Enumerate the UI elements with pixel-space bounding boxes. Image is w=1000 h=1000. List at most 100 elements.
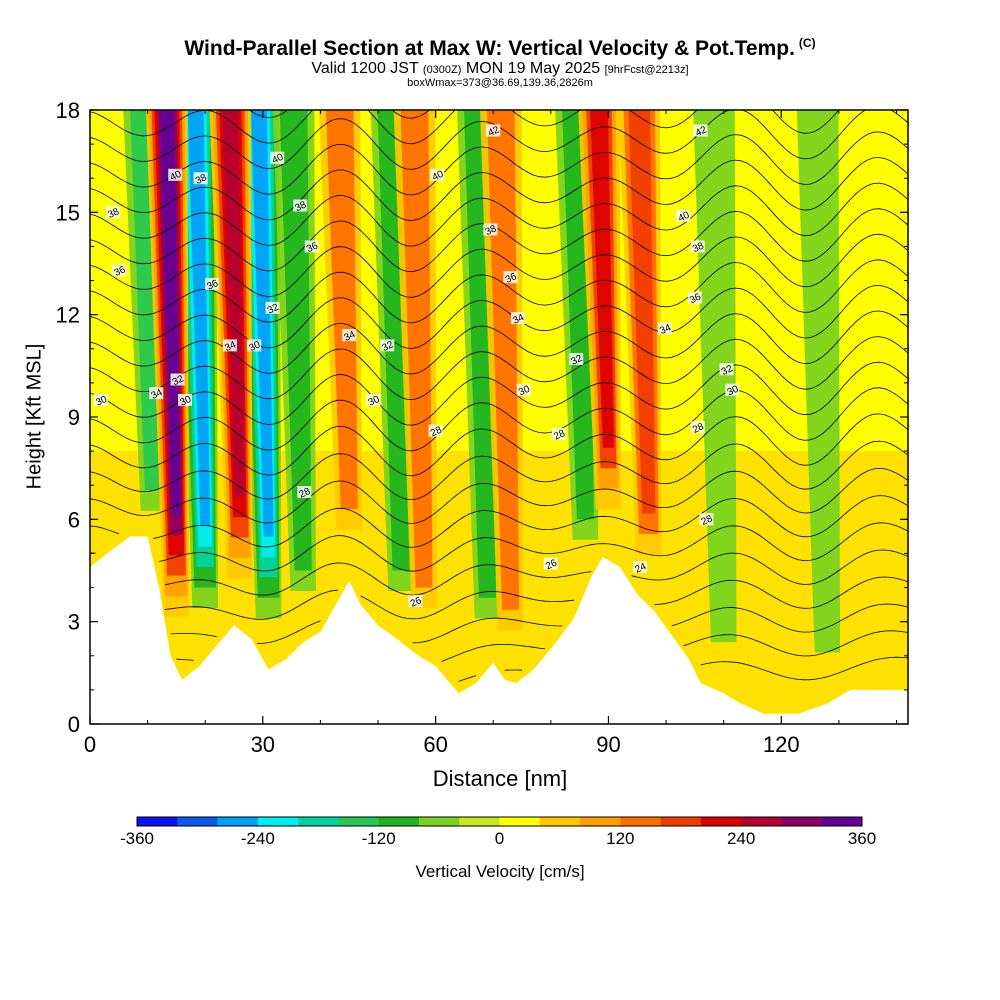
theta-contour-line: [90, 467, 908, 524]
theta-contour-line: [90, 413, 908, 477]
contour-label: 32: [171, 373, 186, 388]
colorbar-swatch: [539, 817, 581, 826]
updraft-band-3-level-1: [400, 110, 433, 588]
updraft-band-2-level-1: [325, 110, 358, 510]
x-tick-label: 90: [596, 732, 620, 757]
contour-label-box: [168, 168, 183, 181]
contour-label: 30: [178, 394, 193, 409]
theta-contour-line: [90, 440, 908, 501]
contour-label-group: 32: [265, 302, 281, 317]
contour-label-group: 42: [486, 124, 502, 139]
contour-label: 38: [194, 172, 209, 187]
contour-label-box: [690, 240, 705, 253]
contour-label-group: 42: [693, 124, 709, 139]
y-tick-label: 18: [56, 98, 80, 123]
updraft-band-5-level-3: [590, 110, 614, 448]
contour-label-group: 26: [543, 557, 559, 572]
y-tick-label: 6: [68, 507, 80, 532]
x-tick-label: 0: [84, 732, 96, 757]
contour-label-group: 24: [633, 561, 649, 576]
y-tick-label: 3: [68, 610, 80, 635]
theta-contour-line: [90, 182, 908, 247]
colorbar-swatch: [257, 817, 299, 826]
theta-contour-line: [164, 549, 908, 596]
theta-contour-line: [90, 495, 908, 548]
contour-label-box: [380, 339, 395, 352]
contour-label: 38: [691, 240, 706, 255]
colorbar: -360 -240 -120 0 120 240 360: [120, 816, 876, 848]
contour-label-group: 32: [569, 353, 585, 368]
contour-label: 32: [381, 339, 396, 354]
contour-label: 36: [205, 278, 220, 293]
contour-label-group: 32: [719, 363, 735, 378]
y-axis-label: Height [Kft MSL]: [23, 343, 46, 490]
colorbar-swatch: [338, 817, 379, 826]
contour-label-group: 36: [687, 291, 703, 306]
contour-label-group: 36: [112, 264, 128, 279]
colorbar-swatch: [580, 817, 621, 826]
contour-label-box: [93, 393, 108, 406]
chart-subtitle-box: boxWmax=373@36.69,139.36,2826m: [407, 77, 593, 89]
contour-label: 40: [169, 169, 184, 184]
subtitle-valid: Valid 1200 JST: [311, 60, 419, 77]
contour-label-group: 32: [380, 339, 396, 354]
colorbar-swatch: [660, 817, 702, 826]
contour-label-group: 36: [304, 240, 320, 255]
contour-label: 42: [694, 124, 709, 139]
contour-label-box: [719, 363, 734, 376]
contour-label-box: [693, 124, 708, 137]
colorbar-swatch: [499, 817, 541, 826]
contour-label: 28: [691, 421, 706, 436]
contour-label-group: 30: [178, 394, 193, 409]
colorbar-swatch: [781, 817, 823, 826]
contour-label: 34: [223, 339, 238, 354]
contour-label-box: [428, 424, 443, 437]
theta-contour-line: [90, 361, 908, 426]
colorbar-swatch: [459, 817, 500, 826]
colorbar-swatch: [741, 817, 782, 826]
contour-label: 42: [487, 124, 502, 139]
colorbar-tick-label: 120: [606, 829, 634, 848]
contour-label: 28: [298, 486, 313, 501]
contour-label: 38: [106, 206, 121, 221]
contour-label-box: [293, 199, 308, 212]
contour-label: 38: [484, 223, 499, 238]
contour-label-group: 40: [430, 169, 446, 184]
contour-label-group: 40: [270, 152, 286, 166]
contour-label-box: [699, 513, 714, 526]
contour-label-box: [687, 291, 702, 304]
contour-label: 36: [305, 240, 320, 255]
contour-label-box: [486, 124, 501, 137]
contour-label-group: 26: [408, 595, 424, 610]
subtitle-date: MON 19 May 2025: [465, 60, 601, 77]
contour-label: 36: [113, 264, 128, 279]
downdraft-band-3-level-1: [279, 110, 312, 571]
contour-label-box: [205, 277, 220, 290]
contour-label-group: 30: [247, 339, 263, 354]
colorbar-swatch: [298, 817, 339, 826]
contour-label-box: [543, 557, 558, 570]
theta-contour-line: [170, 603, 908, 645]
theta-contour-line: [137, 110, 431, 119]
contour-label-box: [483, 223, 498, 236]
y-tick-label: 9: [68, 405, 80, 430]
contour-label-group: 40: [676, 210, 692, 224]
contour-label-box: [247, 339, 262, 352]
contour-label: 30: [94, 394, 109, 409]
contour-label-box: [551, 428, 566, 441]
colorbar-label: Vertical Velocity [cm/s]: [415, 862, 585, 881]
theta-contour-line: [90, 284, 908, 349]
contour-label-box: [342, 329, 357, 342]
y-tick-label: 15: [56, 200, 80, 225]
contour-label: 30: [247, 339, 262, 354]
theta-contour-line: [90, 157, 908, 221]
contour-label-group: 38: [193, 172, 209, 187]
contour-label: 32: [720, 363, 735, 378]
x-axis-label: Distance [nm]: [432, 766, 568, 791]
downdraft-band-8-level-0: [796, 110, 841, 653]
contour-label-group: 38: [106, 206, 121, 221]
contour-label: 24: [633, 561, 648, 576]
contour-label-box: [112, 264, 127, 277]
contour-label-box: [170, 373, 185, 386]
